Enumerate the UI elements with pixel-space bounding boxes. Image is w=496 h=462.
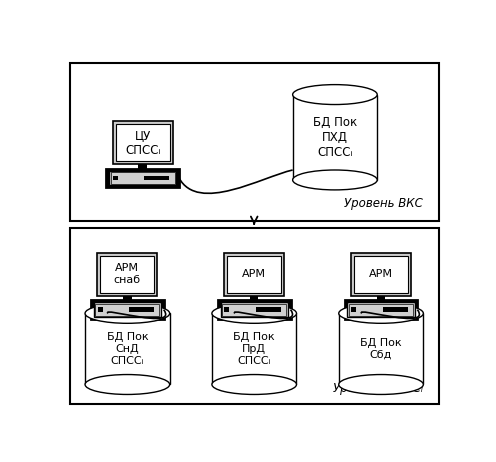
Text: АРМ: АРМ [369, 269, 393, 279]
Ellipse shape [293, 170, 377, 190]
Bar [224, 253, 284, 296]
Text: БД Пок
ПХД
СПССᵢ: БД Пок ПХД СПССᵢ [313, 116, 357, 159]
Bar [116, 124, 170, 161]
Ellipse shape [293, 85, 377, 104]
Text: БД Пок
Сбд: БД Пок Сбд [360, 338, 402, 360]
Bar [109, 170, 177, 185]
Bar [218, 300, 291, 319]
Bar [138, 164, 147, 170]
Bar [345, 300, 417, 319]
Text: Уровень СПССᵢ: Уровень СПССᵢ [333, 382, 424, 395]
Bar [144, 176, 170, 180]
Bar [293, 95, 377, 180]
Bar [339, 313, 424, 384]
Bar [221, 302, 288, 317]
Bar [100, 255, 154, 293]
Bar [113, 176, 118, 180]
Bar [94, 302, 161, 317]
Ellipse shape [212, 304, 297, 323]
Bar [222, 304, 286, 316]
Text: АРМ
снаб: АРМ снаб [114, 263, 141, 285]
Bar [113, 121, 173, 164]
Bar [224, 307, 230, 312]
Bar [227, 255, 281, 293]
Ellipse shape [85, 375, 170, 395]
Bar [377, 296, 385, 302]
Ellipse shape [212, 375, 297, 395]
Bar [69, 228, 438, 404]
Bar [383, 308, 408, 312]
Bar [111, 172, 175, 184]
Bar [250, 296, 258, 302]
Ellipse shape [339, 375, 424, 395]
Bar [351, 307, 356, 312]
Bar [85, 313, 170, 384]
Bar [91, 300, 164, 319]
Text: Уровень ВКС: Уровень ВКС [344, 197, 424, 210]
Bar [98, 307, 103, 312]
Text: ЦУ
СПССᵢ: ЦУ СПССᵢ [125, 128, 161, 157]
Bar [354, 255, 408, 293]
Bar [349, 304, 413, 316]
Bar [123, 296, 131, 302]
Bar [107, 169, 179, 187]
Bar [69, 62, 438, 221]
Text: АРМ: АРМ [242, 269, 266, 279]
Bar [129, 308, 154, 312]
Ellipse shape [85, 304, 170, 323]
Bar [212, 313, 297, 384]
Bar [95, 304, 159, 316]
Bar [256, 308, 281, 312]
Bar [347, 302, 415, 317]
Bar [97, 253, 157, 296]
Bar [351, 253, 411, 296]
Ellipse shape [339, 304, 424, 323]
Text: БД Пок
СнД
СПССᵢ: БД Пок СнД СПССᵢ [107, 332, 148, 365]
Text: БД Пок
ПрД
СПССᵢ: БД Пок ПрД СПССᵢ [234, 332, 275, 365]
